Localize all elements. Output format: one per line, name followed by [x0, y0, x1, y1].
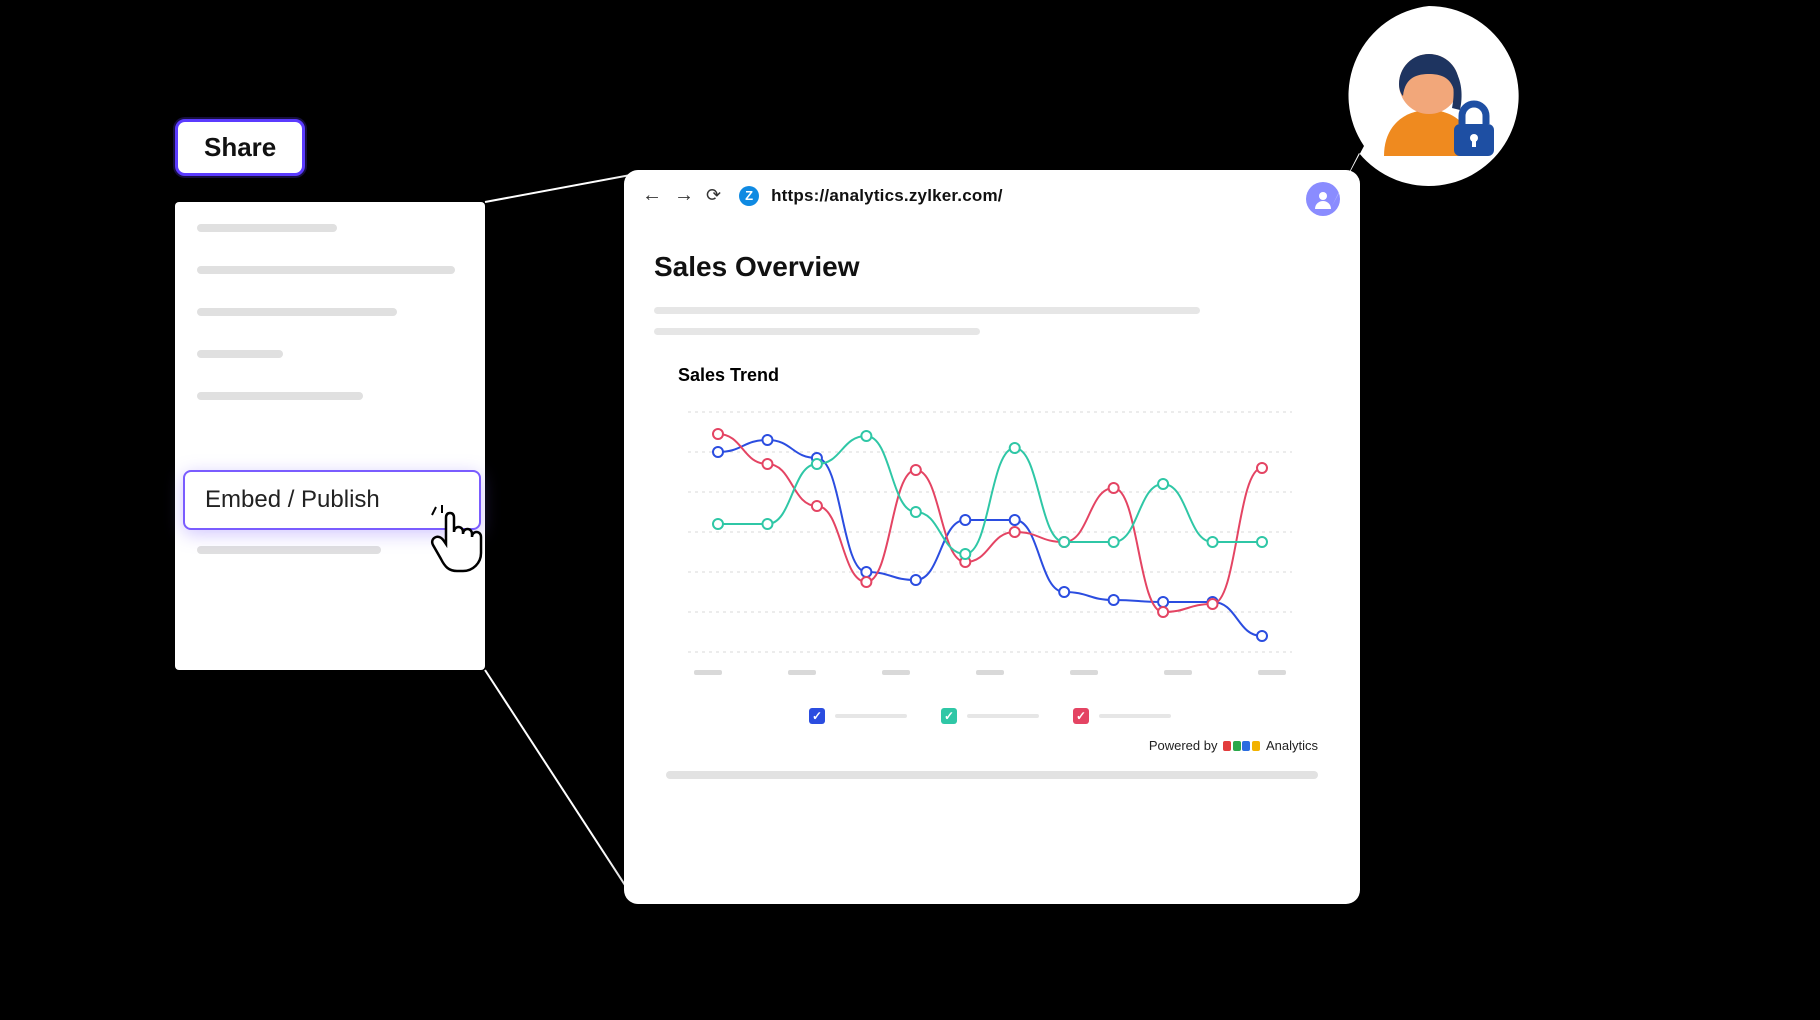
share-button-label: Share — [204, 132, 276, 162]
placeholder-line — [654, 307, 1200, 314]
chart-title: Sales Trend — [678, 365, 1302, 386]
menu-item-label: Embed / Publish — [205, 486, 380, 513]
legend-item[interactable]: ✓ — [1073, 708, 1171, 724]
menu-item-placeholder[interactable] — [197, 546, 381, 554]
share-menu-panel — [175, 202, 485, 670]
chart-legend: ✓ ✓ ✓ — [678, 708, 1302, 724]
placeholder-line — [666, 771, 1318, 779]
secure-user-callout — [1326, 6, 1532, 212]
page-title: Sales Overview — [654, 251, 1330, 283]
reload-icon[interactable]: ⟳ — [706, 185, 721, 206]
powered-by: Powered by Analytics — [654, 738, 1318, 753]
page-content: Sales Overview Sales Trend ✓ ✓ ✓ Powered b… — [624, 215, 1360, 803]
powered-by-suffix: Analytics — [1266, 738, 1318, 753]
menu-item-placeholder[interactable] — [197, 224, 337, 232]
menu-item-placeholder[interactable] — [197, 392, 363, 400]
back-icon[interactable]: ← — [642, 184, 662, 207]
site-favicon: Z — [739, 186, 759, 206]
share-button[interactable]: Share — [175, 119, 305, 176]
powered-by-prefix: Powered by — [1149, 738, 1218, 753]
browser-window: ← → ⟳ Z https://analytics.zylker.com/ Sa… — [624, 170, 1360, 904]
url-bar: ← → ⟳ Z https://analytics.zylker.com/ — [624, 170, 1360, 215]
menu-item-embed-publish[interactable]: Embed / Publish — [183, 470, 481, 530]
sales-trend-chart — [678, 392, 1302, 692]
legend-checkbox[interactable]: ✓ — [1073, 708, 1089, 724]
menu-item-placeholder[interactable] — [197, 308, 397, 316]
url-text: https://analytics.zylker.com/ — [771, 186, 1003, 206]
legend-item[interactable]: ✓ — [809, 708, 907, 724]
zoho-logo-icon — [1223, 741, 1260, 751]
legend-checkbox[interactable]: ✓ — [809, 708, 825, 724]
forward-icon[interactable]: → — [674, 184, 694, 207]
legend-label-placeholder — [1099, 714, 1171, 718]
legend-checkbox[interactable]: ✓ — [941, 708, 957, 724]
legend-item[interactable]: ✓ — [941, 708, 1039, 724]
menu-item-placeholder[interactable] — [197, 266, 455, 274]
menu-item-placeholder[interactable] — [197, 350, 283, 358]
placeholder-line — [654, 328, 980, 335]
legend-label-placeholder — [835, 714, 907, 718]
legend-label-placeholder — [967, 714, 1039, 718]
